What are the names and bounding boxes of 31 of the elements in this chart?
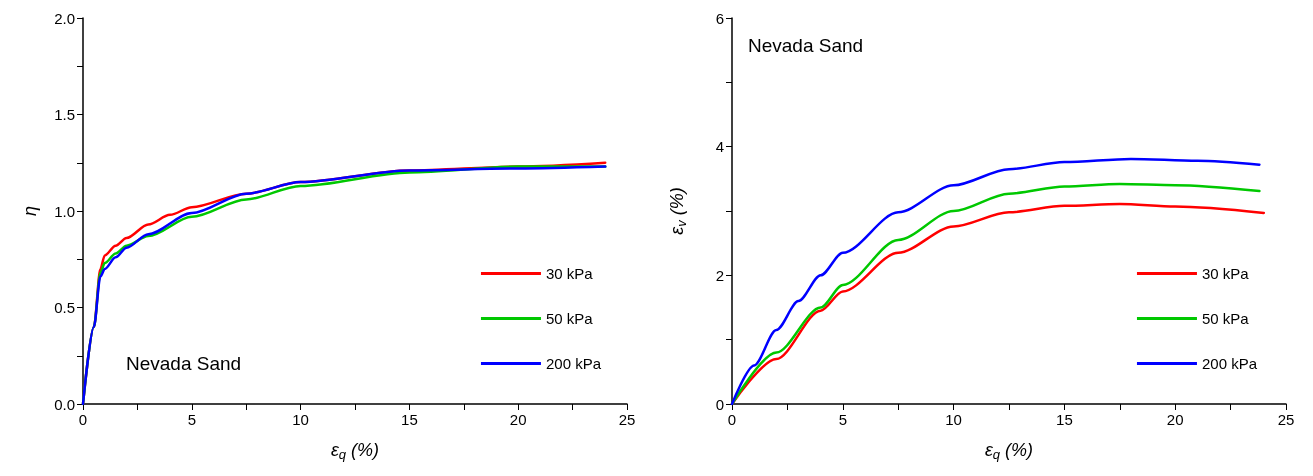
legend-label: 200 kPa: [545, 355, 602, 372]
x-tick-label: 10: [945, 411, 962, 428]
legend-label: 30 kPa: [545, 265, 594, 282]
y-tick-label: 4: [715, 138, 724, 156]
legend-label: 30 kPa: [1201, 265, 1250, 282]
y-tick-label: 1.5: [54, 106, 75, 123]
legend-label: 200 kPa: [1201, 355, 1258, 372]
x-tick-label: 10: [292, 411, 309, 428]
y-tick-label: 0: [715, 395, 724, 413]
y-tick-label: 2.0: [54, 9, 75, 27]
legend-label: 50 kPa: [545, 310, 594, 327]
y-tick-label: 1.0: [54, 202, 75, 220]
y-tick-label: 0.0: [54, 395, 75, 413]
annotation: Nevada Sand: [126, 353, 242, 374]
annotation: Nevada Sand: [748, 35, 864, 56]
x-tick-label: 0: [78, 411, 88, 428]
legend-label: 50 kPa: [1201, 310, 1250, 327]
x-tick-label: 25: [1277, 411, 1295, 428]
y-tick-label: 0.5: [54, 299, 75, 316]
x-tick-label: 20: [509, 411, 527, 428]
y-axis-title: εv (%): [666, 187, 689, 235]
x-tick-label: 5: [838, 411, 847, 428]
x-tick-label: 15: [401, 411, 418, 428]
x-tick-label: 0: [727, 411, 737, 428]
x-tick-label: 20: [1166, 411, 1184, 428]
y-tick-label: 6: [715, 9, 724, 27]
x-tick-label: 5: [187, 411, 196, 428]
y-tick-label: 2: [715, 266, 724, 284]
x-tick-label: 25: [618, 411, 636, 428]
x-tick-label: 15: [1056, 411, 1073, 428]
y-axis-title: η: [20, 206, 40, 216]
